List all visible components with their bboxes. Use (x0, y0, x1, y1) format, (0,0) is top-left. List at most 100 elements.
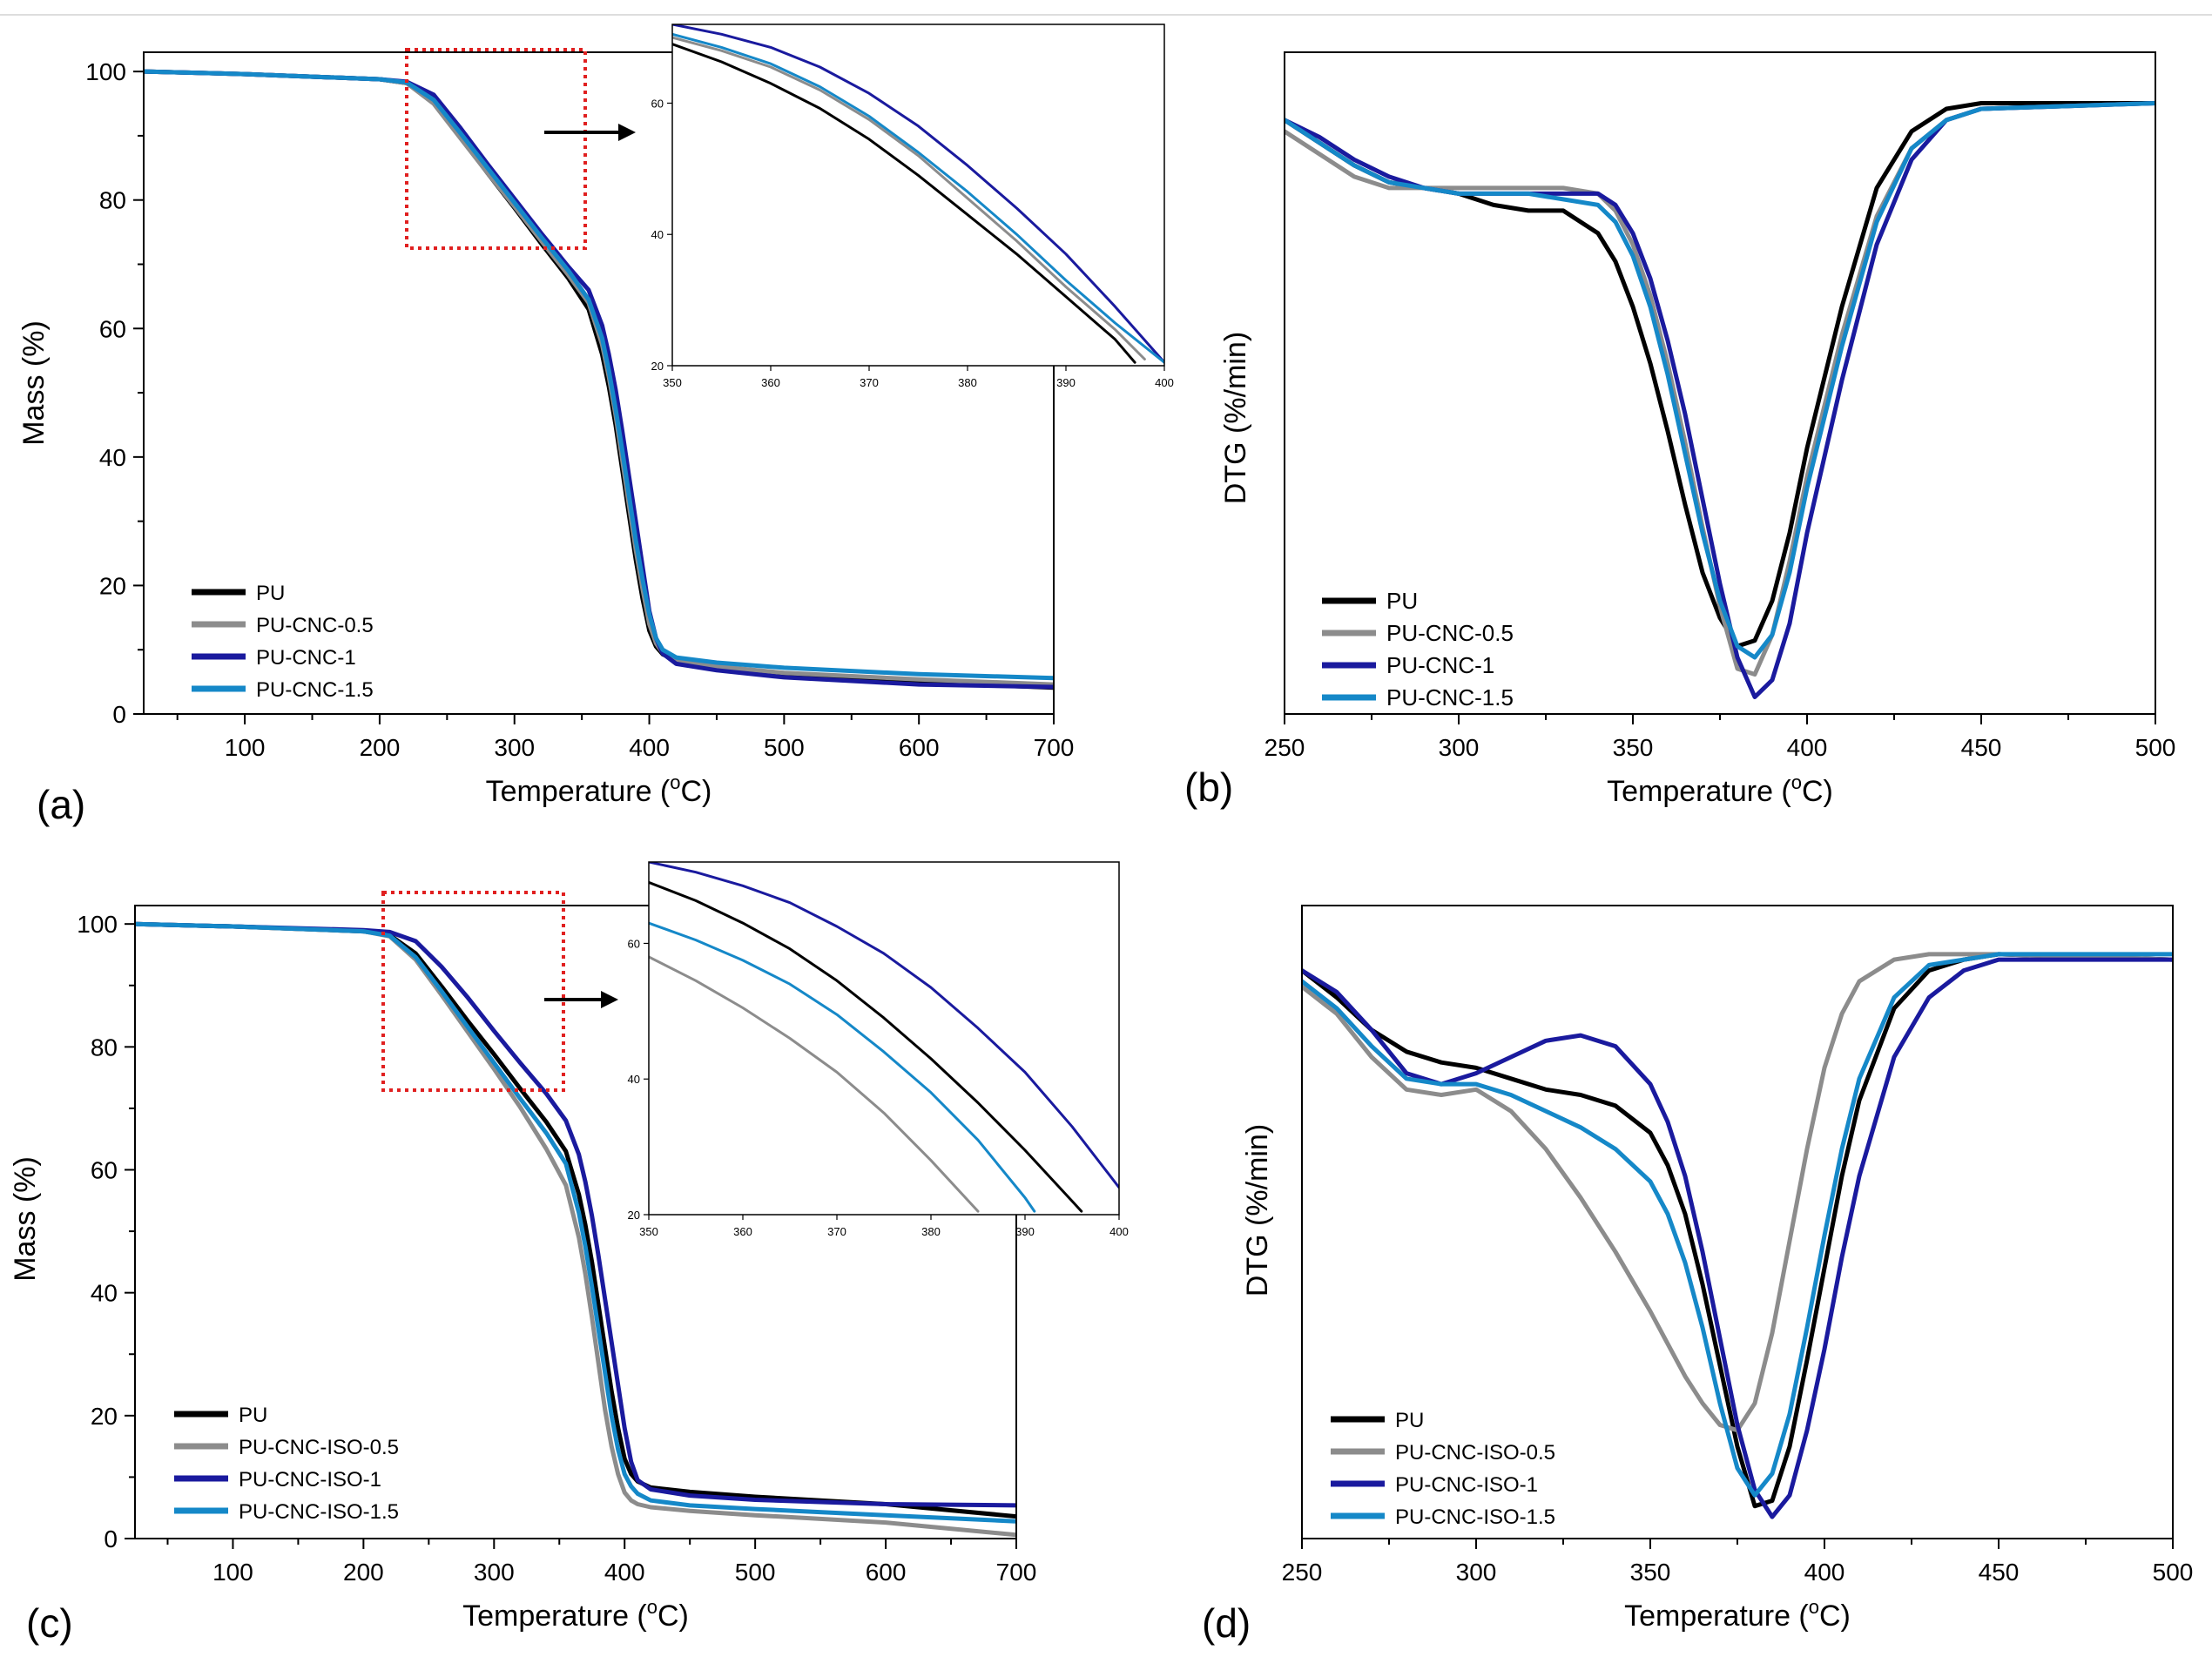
panel-d-legend-label-3: PU-CNC-ISO-1 (1395, 1473, 1538, 1497)
panel-c-x-tick-label: 400 (604, 1559, 645, 1586)
panel-a-series-3-line (144, 69, 1054, 690)
panel-a-inset-x-tick-label: 380 (958, 376, 977, 389)
panel-b-series-2-line (1285, 101, 2155, 677)
panel-c-inset-series-1-line (649, 880, 1083, 1213)
panel-a-inset-x-tick-label: 370 (860, 376, 879, 389)
panel-c-inset-y-tick-label: 20 (628, 1209, 640, 1222)
panel-c-inset: 350 360 370 380 390 400 20 40 60 (628, 861, 1129, 1238)
panel-c-y-tick-label: 40 (91, 1280, 118, 1307)
panel-a-y-tick-label: 100 (85, 58, 126, 85)
panel-c-plot-frame (134, 905, 1017, 1539)
panel-c-zoom-box (381, 891, 565, 1092)
panel-a-inset-y-tick-label: 40 (651, 228, 664, 241)
panel-c-x-tick-label: 200 (343, 1559, 384, 1586)
panel-d-x-tick-label: 500 (2153, 1559, 2194, 1586)
panel-c-letter: (c) (26, 1600, 73, 1646)
panel-c-y-tick-label: 0 (104, 1525, 118, 1552)
panel-c-x-tick-label: 600 (866, 1559, 907, 1586)
panel-d-x-tick-label: 350 (1630, 1559, 1671, 1586)
panel-c-inset-series-group (649, 862, 1119, 1213)
panel-d-series-1-line (1302, 952, 2173, 1509)
panel-b-x-axis-label-part: Temperature ( (1607, 775, 1791, 808)
panel-d-series-3-line (1302, 957, 2173, 1519)
panel-a-y-axis-label: Mass (%) (17, 320, 51, 446)
panel-a-x-tick-label: 400 (629, 734, 670, 761)
panel-a-series-4-line (144, 69, 1054, 681)
panel-c: 100 200 300 400 500 600 700 0 20 40 60 80 100 Mass (%… (9, 861, 1129, 1646)
panel-c-series-4-line (135, 921, 1016, 1524)
panel-c-inset-frame (648, 861, 1120, 1216)
panel-a-zoom-arrow-head (618, 124, 636, 141)
panel-d-legend-label-4: PU-CNC-ISO-1.5 (1395, 1505, 1555, 1529)
panel-a-y-tick-label: 20 (99, 572, 126, 599)
panel-c-y-tick-label: 20 (91, 1403, 118, 1430)
panel-c-inset-series-3-line (649, 862, 1119, 1189)
panel-c-inset-x-tick-label: 380 (921, 1225, 941, 1238)
panel-b-x-tick-label: 500 (2135, 734, 2176, 761)
panel-a: 100 200 300 400 500 600 700 0 20 40 60 80 100 Mass (%… (17, 24, 1174, 827)
panel-d-series-2-line (1302, 952, 2173, 1433)
panel-d-legend-label-1: PU (1395, 1409, 1424, 1432)
panel-c-legend-label-1: PU (239, 1404, 267, 1427)
panel-c-inset-y-tick-label: 40 (628, 1073, 640, 1086)
panel-b-x-tick-label: 400 (1787, 734, 1828, 761)
panel-b-x-axis-label: Temperature (oC) (1607, 771, 1833, 808)
panel-a-inset-series-group (672, 24, 1164, 364)
panel-d-legend: PU PU-CNC-ISO-0.5 PU-CNC-ISO-1 PU-CNC-ISO-1… (1331, 1409, 1555, 1529)
panel-b-letter: (b) (1184, 764, 1233, 810)
panel-a-series-group (144, 69, 1054, 690)
panel-a-inset-y-tick-label: 20 (651, 360, 664, 373)
panel-c-inset-y-tick-label: 60 (628, 937, 640, 950)
panel-a-inset-series-4-line (672, 32, 1164, 364)
panel-b-y-axis-label: DTG (%/min) (1219, 332, 1252, 504)
panel-c-y-axis-label: Mass (%) (9, 1156, 42, 1282)
panel-a-x-axis-label-part: Temperature ( (486, 775, 671, 808)
panel-c-legend: PU PU-CNC-ISO-0.5 PU-CNC-ISO-1 PU-CNC-ISO-1… (174, 1404, 399, 1524)
panel-c-y-tick-label: 100 (77, 911, 118, 938)
panel-c-x-tick-label: 100 (212, 1559, 253, 1586)
panel-c-inset-x-tick-label: 370 (827, 1225, 846, 1238)
panel-b-x-tick-label: 350 (1613, 734, 1654, 761)
panel-a-legend: PU PU-CNC-0.5 PU-CNC-1 PU-CNC-1.5 (192, 582, 374, 702)
panel-a-x-tick-label: 200 (360, 734, 401, 761)
panel-a-legend-label-2: PU-CNC-0.5 (256, 614, 374, 637)
panel-b-legend-label-4: PU-CNC-1.5 (1386, 684, 1514, 711)
panel-b-x-tick-label: 300 (1439, 734, 1480, 761)
panel-a-inset-background (672, 24, 1164, 366)
panel-d-x-tick-label: 250 (1282, 1559, 1323, 1586)
panel-a-legend-label-4: PU-CNC-1.5 (256, 678, 374, 702)
panel-a-y-tick-label: 60 (99, 315, 126, 342)
panel-a-plot-frame (143, 51, 1055, 715)
panel-d-x-axis-label-degree: o (1809, 1596, 1819, 1618)
panel-a-zoom-box (405, 48, 587, 250)
panel-b-x-axis-label-degree: o (1791, 771, 1802, 793)
panel-a-inset-x-tick-label: 390 (1056, 376, 1076, 389)
panel-c-x-axis-label-degree: o (647, 1596, 658, 1618)
panel-c-x-tick-label: 300 (474, 1559, 515, 1586)
panel-c-legend-label-4: PU-CNC-ISO-1.5 (239, 1500, 399, 1524)
panel-b-series-4-line (1285, 101, 2155, 660)
panel-c-inset-x-tick-label: 400 (1109, 1225, 1129, 1238)
panel-d-x-axis-label-part: Temperature ( (1624, 1600, 1809, 1633)
panel-a-inset-frame (671, 24, 1165, 367)
panel-c-inset-background (649, 862, 1119, 1215)
panel-c-x-axis-label-part: C) (658, 1600, 689, 1633)
panel-a-legend-label-1: PU (256, 582, 285, 605)
panel-a-x-axis-label: Temperature (oC) (486, 771, 712, 808)
panel-a-inset: 350 360 370 380 390 400 20 40 60 (651, 24, 1174, 389)
panel-a-x-axis-label-degree: o (670, 771, 680, 793)
panel-a-x-tick-label: 100 (225, 734, 266, 761)
panel-b-legend-label-2: PU-CNC-0.5 (1386, 620, 1514, 646)
panel-c-legend-label-3: PU-CNC-ISO-1 (239, 1468, 381, 1492)
panel-d-series-group (1302, 952, 2173, 1519)
panel-d-legend-label-2: PU-CNC-ISO-0.5 (1395, 1441, 1555, 1465)
panel-a-legend-label-3: PU-CNC-1 (256, 646, 356, 670)
panel-a-inset-x-tick-label: 360 (761, 376, 780, 389)
panel-b-series-group (1285, 101, 2155, 699)
panel-c-series-group (135, 921, 1016, 1538)
panel-b-legend-label-1: PU (1386, 588, 1418, 614)
top-divider (0, 14, 2212, 16)
panel-a-x-axis-label-part: C) (681, 775, 712, 808)
panel-b-legend: PU PU-CNC-0.5 PU-CNC-1 PU-CNC-1.5 (1322, 588, 1514, 711)
panel-a-inset-y-tick-label: 60 (651, 97, 664, 110)
